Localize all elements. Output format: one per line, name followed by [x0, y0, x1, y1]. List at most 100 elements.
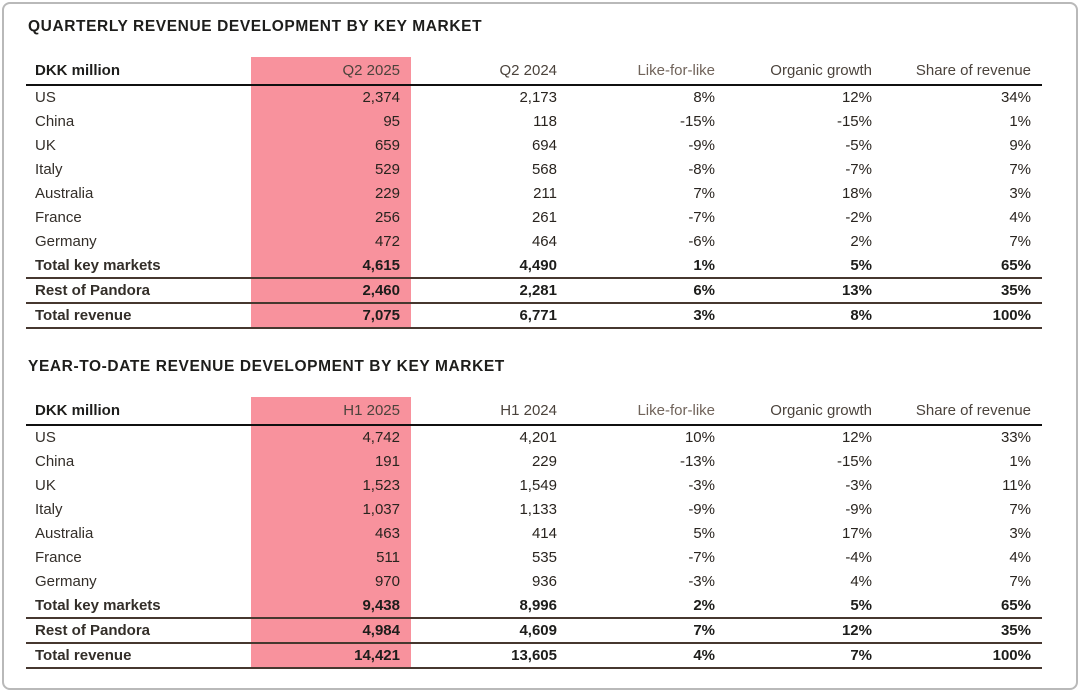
cell-value: 7%	[693, 184, 715, 202]
cell-value: 2,281	[411, 278, 568, 304]
market-label: France	[35, 548, 82, 566]
cell-value: -9%	[688, 136, 715, 154]
cell-value: -3%	[688, 476, 715, 494]
cell-value: 4%	[568, 643, 726, 669]
column-header-like-for-like: Like-for-like	[568, 397, 726, 426]
cell-value: 65%	[883, 593, 1042, 619]
market-label: Italy	[35, 500, 63, 518]
cell-value: 5%	[693, 524, 715, 542]
cell-value: -7%	[688, 548, 715, 566]
column-header-q2-2025: Q2 2025	[251, 57, 411, 86]
cell-value: 100%	[883, 303, 1042, 329]
section-title-year-to-date: YEAR-TO-DATE REVENUE DEVELOPMENT BY KEY …	[28, 358, 505, 375]
market-label: Total key markets	[26, 593, 251, 619]
cell-value: 8%	[726, 303, 883, 329]
cell-value: -13%	[679, 452, 715, 470]
table-row-australia: Australia 229 211 7% 18% 3%	[26, 181, 1042, 205]
cell-value: -9%	[845, 500, 872, 518]
table-row-china: China 191 229 -13% -15% 1%	[26, 449, 1042, 473]
cell-value: 7%	[1009, 500, 1031, 518]
table-row-uk: UK 659 694 -9% -5% 9%	[26, 133, 1042, 157]
table-row-germany: Germany 970 936 -3% 4% 7%	[26, 569, 1042, 593]
cell-value: 1%	[1009, 112, 1031, 130]
total-row-rest-of-pandora: Rest of Pandora 4,984 4,609 7% 12% 35%	[26, 618, 1042, 644]
cell-value: 13%	[726, 278, 883, 304]
column-header-h1-2024: H1 2024	[411, 397, 568, 426]
section-title-quarterly: QUARTERLY REVENUE DEVELOPMENT BY KEY MAR…	[28, 18, 483, 35]
total-row-total-revenue: Total revenue 14,421 13,605 4% 7% 100%	[26, 643, 1042, 669]
cell-value: 659	[251, 133, 411, 157]
cell-value: 34%	[1000, 89, 1031, 106]
cell-value: 4,609	[411, 618, 568, 644]
cell-value: 7,075	[251, 303, 411, 329]
cell-value: 35%	[883, 278, 1042, 304]
cell-value: 18%	[841, 184, 872, 202]
cell-value: 463	[251, 521, 411, 545]
market-label: Germany	[35, 232, 97, 250]
cell-value: 4,615	[251, 253, 411, 279]
column-header-organic-growth: Organic growth	[726, 57, 883, 86]
cell-value: 4%	[1009, 208, 1031, 226]
table-row-australia: Australia 463 414 5% 17% 3%	[26, 521, 1042, 545]
cell-value: 2,374	[251, 85, 411, 109]
cell-value: 5%	[726, 593, 883, 619]
cell-value: 4,742	[251, 425, 411, 449]
cell-value: 12%	[726, 618, 883, 644]
cell-value: 10%	[684, 429, 715, 446]
market-label: China	[35, 112, 75, 130]
cell-value: -7%	[688, 208, 715, 226]
market-label: Germany	[35, 572, 97, 590]
table-row-us: US 2,374 2,173 8% 12% 34%	[26, 85, 1042, 109]
cell-value: 4,201	[519, 429, 557, 446]
cell-value: 17%	[841, 524, 872, 542]
cell-value: 7%	[1009, 232, 1031, 250]
market-label: Rest of Pandora	[26, 618, 251, 644]
header-row: DKK million H1 2025 H1 2024 Like-for-lik…	[26, 397, 1042, 426]
cell-value: 229	[251, 181, 411, 205]
cell-value: 1%	[568, 253, 726, 279]
column-header-share-of-revenue: Share of revenue	[883, 397, 1042, 426]
cell-value: 12%	[841, 89, 872, 106]
cell-value: 2%	[568, 593, 726, 619]
cell-value: 4%	[1009, 548, 1031, 566]
cell-value: 12%	[841, 429, 872, 446]
cell-value: 14,421	[251, 643, 411, 669]
cell-value: 1,523	[251, 473, 411, 497]
cell-value: 33%	[1000, 429, 1031, 446]
cell-value: 3%	[568, 303, 726, 329]
column-header-h1-2025: H1 2025	[251, 397, 411, 426]
cell-value: 35%	[883, 618, 1042, 644]
cell-value: 8%	[693, 89, 715, 106]
cell-value: 2%	[850, 232, 872, 250]
column-header-like-for-like: Like-for-like	[568, 57, 726, 86]
cell-value: 7%	[568, 618, 726, 644]
table-row-us: US 4,742 4,201 10% 12% 33%	[26, 425, 1042, 449]
cell-value: 11%	[1002, 476, 1031, 494]
cell-value: 970	[251, 569, 411, 593]
cell-value: 694	[531, 136, 557, 154]
table-row-italy: Italy 1,037 1,133 -9% -9% 7%	[26, 497, 1042, 521]
cell-value: 7%	[726, 643, 883, 669]
cell-value: -6%	[688, 232, 715, 250]
market-label: Total revenue	[26, 643, 251, 669]
column-header-dkk-million: DKK million	[26, 397, 251, 426]
cell-value: 3%	[1009, 184, 1031, 202]
cell-value: 511	[251, 545, 411, 569]
cell-value: -4%	[845, 548, 872, 566]
cell-value: 211	[533, 184, 557, 202]
cell-value: 4,490	[411, 253, 568, 279]
cell-value: 414	[531, 524, 557, 542]
cell-value: 535	[531, 548, 557, 566]
cell-value: 529	[251, 157, 411, 181]
column-header-organic-growth: Organic growth	[726, 397, 883, 426]
cell-value: -8%	[688, 160, 715, 178]
market-label: China	[35, 452, 75, 470]
cell-value: 1,133	[519, 500, 557, 518]
cell-value: 936	[531, 572, 557, 590]
cell-value: 5%	[726, 253, 883, 279]
market-label: Total key markets	[26, 253, 251, 279]
column-header-share-of-revenue: Share of revenue	[883, 57, 1042, 86]
cell-value: 8,996	[411, 593, 568, 619]
market-label: Rest of Pandora	[26, 278, 251, 304]
